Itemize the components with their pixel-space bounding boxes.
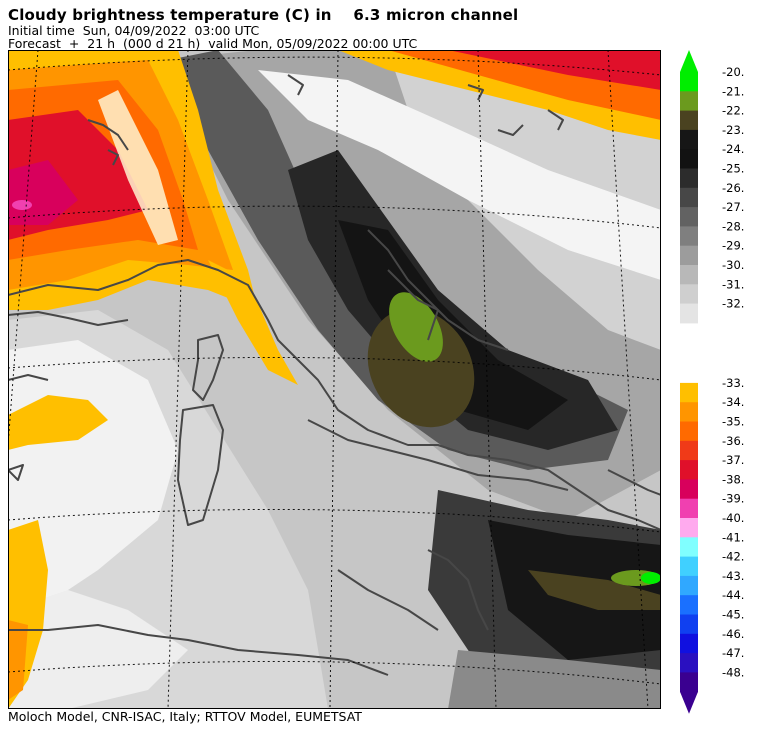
colorbar-tick-label: -28.: [722, 219, 744, 233]
colorbar-swatch: [680, 575, 698, 596]
black-core: [338, 220, 568, 430]
colorbar-tick-label: -24.: [722, 142, 744, 156]
colorbar-swatch: [680, 498, 698, 519]
colorbar-tick-label: -26.: [722, 181, 744, 195]
colorbar-tick-label: -20.: [722, 65, 744, 79]
green-anomaly-north: [389, 292, 443, 362]
colorbar-tick-label: -25.: [722, 162, 744, 176]
colorbar-top-arrow: [680, 50, 698, 72]
white-streak-northwest: [98, 90, 178, 245]
bright-green-anomaly-southeast: [641, 572, 661, 584]
colorbar-swatch: [680, 91, 698, 112]
colorbar-tick-label: -33.: [722, 376, 744, 390]
colorbar-swatch: [680, 614, 698, 635]
colorbar-tick-label: -31.: [722, 277, 744, 291]
warm-patch-west: [8, 395, 108, 450]
warm-patch-central: [208, 260, 298, 385]
brightness-temperature-map: [8, 50, 661, 709]
credits-footer: Moloch Model, CNR-ISAC, Italy; RTTOV Mod…: [8, 709, 362, 724]
gray-streaks-southeast: [448, 650, 661, 709]
colorbar-swatch: [680, 187, 698, 208]
olive-anomaly-north: [367, 308, 475, 428]
colorbar-swatch: [680, 518, 698, 538]
colorbar-bottom-arrow: [680, 691, 698, 714]
colorbar-swatch: [680, 672, 698, 693]
colorbar-swatch: [680, 303, 698, 324]
colorbar-tick-label: -38.: [722, 472, 744, 486]
colorbar-swatch: [680, 382, 698, 403]
colorbar-swatch: [680, 460, 698, 480]
colorbar-swatch: [680, 595, 698, 615]
colorbar-tick-label: -34.: [722, 395, 744, 409]
colorbar-tick-label: -46.: [722, 627, 744, 641]
colorbar-swatch: [680, 265, 698, 285]
initial-time-label: Initial time Sun, 04/09/2022 03:00 UTC: [8, 23, 260, 38]
map-frame: [8, 50, 661, 709]
colorbar-swatch: [680, 633, 698, 654]
colorbar-tick-label: -32.: [722, 297, 744, 311]
colorbar: -20. -21. -22. -23. -24. -25. -26. -27. -28. -29.…: [680, 50, 744, 714]
colorbar-tick-label: -21.: [722, 84, 744, 98]
colorbar-tick-label: -47.: [722, 646, 744, 660]
dark-streak: [168, 50, 628, 470]
colorbar-swatch: [680, 149, 698, 169]
colorbar-tick-label: -43.: [722, 569, 744, 583]
forecast-valid-label: Forecast + 21 h (000 d 21 h) valid Mon, …: [8, 36, 418, 51]
colorbar-swatch: [680, 402, 698, 422]
darker-streak-core: [288, 150, 618, 450]
colorbar-tick-label: -36.: [722, 434, 744, 448]
colorbar-tick-label: -44.: [722, 588, 744, 602]
colorbar-upper-group: -20. -21. -22. -23. -24. -25. -26. -27. -28. -29.…: [680, 50, 744, 324]
coastlines: [8, 74, 661, 676]
colorbar-tick-label: -35.: [722, 415, 744, 429]
white-strip-south: [8, 590, 188, 709]
colorbar-tick-label: -48.: [722, 665, 744, 679]
colorbar-tick-label: -37.: [722, 453, 744, 467]
map-title: Cloudy brightness temperature (C) in 6.3…: [8, 6, 519, 24]
colorbar-tick-label: -40.: [722, 511, 744, 525]
colorbar-lower-group: -33. -34. -35. -36. -37. -38. -39. -40. -41. -42.…: [680, 376, 744, 714]
colorbar-swatch: [680, 440, 698, 461]
colorbar-tick-label: -41.: [722, 530, 744, 544]
colorbar-swatch: [680, 653, 698, 673]
colorbar-swatch: [680, 537, 698, 558]
colorbar-tick-label: -45.: [722, 608, 744, 622]
colorbar-swatch: [680, 110, 698, 131]
colorbar-tick-label: -29.: [722, 239, 744, 253]
colorbar-tick-label: -27.: [722, 200, 744, 214]
colorbar-swatch: [680, 168, 698, 189]
colorbar-swatch: [680, 207, 698, 227]
colorbar-swatch: [680, 226, 698, 247]
colorbar-tick-label: -30.: [722, 258, 744, 272]
lat-lon-grid: [8, 50, 661, 709]
colorbar-swatch: [680, 421, 698, 442]
colorbar-tick-label: -39.: [722, 492, 744, 506]
white-band-northeast: [258, 70, 661, 280]
colorbar-swatch: [680, 129, 698, 150]
colorbar-swatch: [680, 245, 698, 266]
colorbar-swatch: [680, 479, 698, 500]
magenta-spot-northwest: [12, 200, 32, 210]
red-arc-north: [448, 50, 661, 90]
colorbar-tick-label: -42.: [722, 550, 744, 564]
colorbar-swatch: [680, 72, 698, 92]
colorbar-tick-label: -23.: [722, 123, 744, 137]
orange-patch-southwest: [8, 620, 28, 700]
colorbar-tick-label: -22.: [722, 104, 744, 118]
colorbar-swatch: [680, 284, 698, 305]
olive-anomaly-southeast: [528, 570, 661, 610]
colorbar-swatch: [680, 556, 698, 577]
